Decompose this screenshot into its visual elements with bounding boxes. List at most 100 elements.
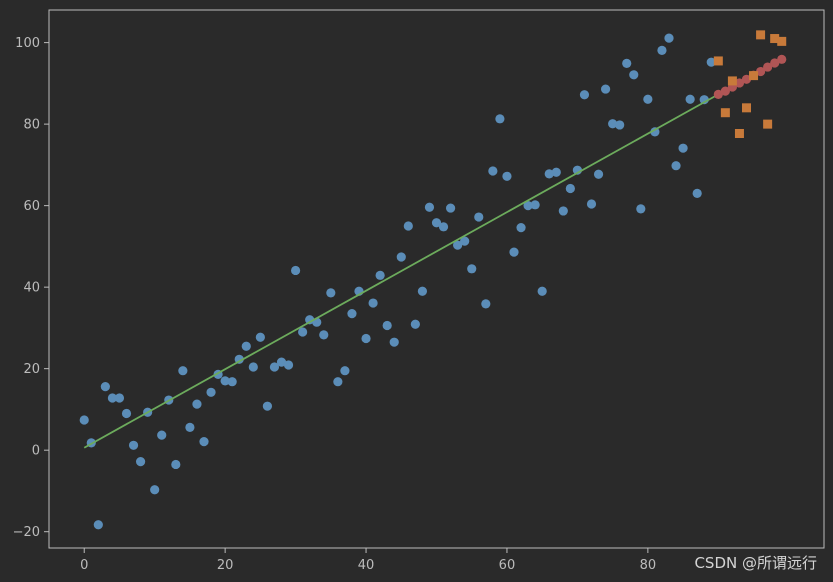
data-point-circle (445, 203, 456, 213)
data-point-square (734, 128, 744, 138)
data-point-circle (720, 86, 730, 96)
data-point-circle (777, 54, 787, 64)
data-point-circle (220, 376, 230, 386)
data-point-circle (283, 360, 294, 370)
data-point-circle (298, 327, 308, 337)
data-point-square (742, 103, 751, 113)
data-point-circle (100, 382, 110, 392)
data-point-circle (664, 33, 674, 43)
data-point-circle (741, 74, 752, 84)
data-point-circle (241, 341, 251, 351)
y-tick-label: 40 (23, 281, 40, 296)
data-point-circle (417, 286, 428, 296)
data-point-circle (389, 337, 399, 347)
data-point-circle (248, 362, 258, 372)
data-point-circle (678, 143, 688, 153)
data-point-circle (368, 298, 378, 308)
x-tick-label: 20 (217, 558, 234, 573)
data-point-circle (185, 422, 195, 432)
data-point-circle (502, 171, 512, 181)
y-tick-label: 100 (15, 36, 40, 51)
data-point-circle (643, 94, 653, 104)
data-point-circle (396, 252, 406, 262)
data-point-circle (326, 288, 336, 298)
y-tick-label: −20 (13, 525, 40, 540)
data-point-circle (255, 332, 265, 342)
data-point-circle (608, 119, 618, 129)
data-point-circle (227, 377, 237, 387)
data-point-circle (474, 212, 484, 222)
data-point-circle (438, 222, 449, 232)
axis-ticks: 0 20 40 60 80 −20 0 20 40 60 80 100 (13, 36, 657, 573)
data-point-circle (530, 200, 540, 210)
data-point-circle (509, 247, 519, 257)
data-point-circle (734, 78, 745, 88)
data-point-circle (150, 485, 160, 495)
data-point-square (770, 34, 780, 44)
watermark-text: CSDN @所谓远行 (694, 554, 817, 572)
data-point-circle (636, 204, 646, 214)
data-point-circle (551, 167, 561, 177)
data-point-circle (135, 456, 146, 467)
data-point-circle (424, 202, 435, 212)
data-point-square (720, 108, 730, 118)
data-point-circle (755, 66, 766, 77)
data-point-square (777, 36, 787, 46)
data-point-circle (114, 393, 125, 403)
data-point-circle (347, 309, 357, 319)
data-point-circle (319, 330, 329, 340)
x-tick-label: 40 (358, 558, 375, 573)
data-point-circle (192, 399, 202, 409)
data-point-circle (565, 183, 575, 194)
data-point-circle (157, 430, 167, 440)
axes-frame (48, 9, 825, 549)
data-point-circle (410, 319, 420, 329)
data-point-square (749, 71, 759, 81)
data-point-circle (516, 223, 526, 233)
y-tick-label: 80 (23, 118, 40, 133)
data-point-square (756, 30, 766, 40)
data-point-circle (657, 45, 667, 55)
data-point-circle (269, 362, 280, 372)
data-point-circle (770, 58, 780, 68)
data-point-circle (622, 58, 632, 68)
data-point-circle (650, 127, 660, 137)
data-point-circle (199, 437, 209, 447)
data-point-circle (593, 169, 604, 179)
data-point-circle (121, 408, 132, 419)
data-point-circle (262, 401, 273, 411)
data-point-circle (403, 221, 413, 231)
data-point-circle (382, 320, 392, 331)
data-point-circle (178, 366, 188, 376)
data-point-square (713, 56, 723, 66)
data-point-circle (453, 240, 463, 250)
data-point-circle (586, 199, 597, 209)
data-point-circle (615, 120, 625, 130)
data-point-circle (206, 387, 216, 397)
data-point-circle (579, 90, 590, 100)
data-point-circle (375, 270, 385, 280)
data-point-circle (488, 166, 498, 176)
fit-line (83, 93, 719, 449)
data-point-circle (305, 315, 315, 325)
x-tick-label: 60 (499, 558, 516, 573)
data-point-circle (713, 89, 723, 99)
data-point-circle (171, 459, 181, 470)
data-point-circle (558, 206, 568, 216)
data-point-circle (467, 264, 477, 274)
data-point-circle (79, 415, 89, 425)
data-point-circle (276, 357, 287, 367)
data-point-square (763, 119, 773, 129)
y-tick-label: 20 (23, 362, 40, 377)
y-tick-label: 0 (32, 444, 40, 459)
data-point-circle (431, 218, 442, 228)
data-point-circle (107, 393, 118, 403)
data-point-circle (685, 94, 695, 104)
data-point-circle (234, 354, 244, 364)
data-point-square (727, 76, 737, 86)
data-point-circle (706, 57, 716, 67)
data-point-circle (600, 84, 611, 94)
data-point-circle (460, 236, 470, 246)
